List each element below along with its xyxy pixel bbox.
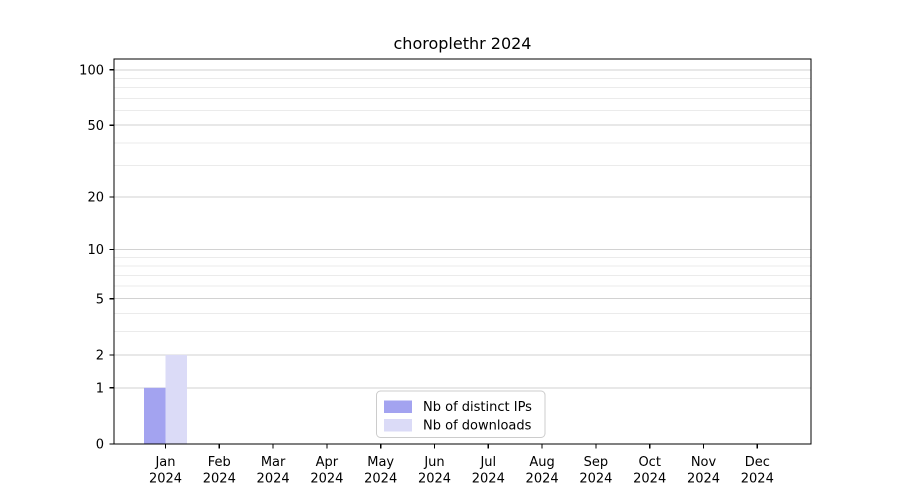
y-tick-label: 0: [96, 438, 104, 453]
plot-border: [113, 58, 812, 445]
legend-label-nb-of-downloads: Nb of downloads: [423, 418, 532, 433]
x-tick-label-month-aug: Aug: [529, 455, 554, 470]
x-tick-label-month-mar: Mar: [261, 455, 286, 470]
legend-label-nb-of-distinct-ips: Nb of distinct IPs: [423, 400, 532, 415]
x-tick-label-month-sep: Sep: [584, 455, 609, 470]
x-tick-label-year: 2024: [633, 472, 666, 487]
y-tick-label: 100: [79, 63, 104, 78]
x-tick-label-year: 2024: [526, 472, 559, 487]
x-tick-label-year: 2024: [149, 472, 182, 487]
x-tick-label-year: 2024: [687, 472, 720, 487]
x-tick-label-year: 2024: [257, 472, 290, 487]
y-tick-label: 5: [96, 292, 104, 307]
x-tick-label-month-may: May: [367, 455, 394, 470]
x-tick-label-year: 2024: [741, 472, 774, 487]
x-tick-label-year: 2024: [310, 472, 343, 487]
x-tick-label-year: 2024: [364, 472, 397, 487]
y-tick-label: 20: [87, 191, 104, 206]
x-tick-label-month-jan: Jan: [154, 455, 175, 470]
legend-swatch-nb-of-distinct-ips: [384, 400, 412, 413]
x-tick-label-month-jun: Jun: [423, 455, 444, 470]
x-tick-label-year: 2024: [579, 472, 612, 487]
y-tick-label: 1: [96, 381, 104, 396]
x-tick-label-month-oct: Oct: [638, 455, 660, 470]
x-tick-label-year: 2024: [472, 472, 505, 487]
bar-nb-of-downloads-jan: [165, 354, 187, 444]
y-tick-label: 10: [87, 243, 104, 258]
legend-swatch-nb-of-downloads: [384, 419, 412, 432]
bar-nb-of-distinct-ips-jan: [144, 387, 166, 444]
x-tick-label-month-nov: Nov: [691, 455, 717, 470]
legend-box: [376, 390, 546, 438]
x-tick-label-year: 2024: [418, 472, 451, 487]
x-tick-label-month-jul: Jul: [479, 455, 496, 470]
x-tick-label-month-apr: Apr: [316, 455, 339, 470]
x-tick-label-month-dec: Dec: [745, 455, 770, 470]
x-tick-label-month-feb: Feb: [208, 455, 231, 470]
x-tick-label-year: 2024: [203, 472, 236, 487]
y-tick-label: 2: [96, 349, 104, 364]
y-tick-label: 50: [87, 119, 104, 134]
chart-title: choroplethr 2024: [394, 34, 532, 53]
